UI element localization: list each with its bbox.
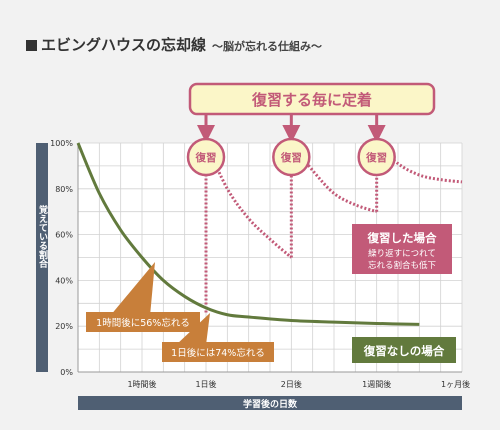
one-day-callout-text: 1日後には74%忘れる [171, 347, 265, 359]
page-title: エビングハウスの忘却線 〜脳が忘れる仕組み〜 [26, 34, 322, 55]
y-axis-label: 覚えている割合 [37, 204, 48, 269]
y-tick-label: 60% [55, 231, 73, 240]
callout-title: 復習する毎に定着 [251, 91, 372, 109]
y-tick-label: 20% [55, 322, 73, 331]
x-axis-bar [78, 396, 462, 410]
one-hour-callout-pointer [110, 262, 155, 316]
review-annotation: 復習した場合 繰り返すにつれて 忘れる割合も低下 [352, 224, 452, 274]
no-review-curve [76, 142, 420, 326]
x-tick-label: 1日後 [195, 379, 216, 389]
review-annotation-title: 復習した場合 [367, 231, 437, 245]
no-review-annotation-box [352, 337, 456, 363]
review-marker-label: 復習 [195, 151, 217, 164]
y-tick-label: 100% [50, 139, 73, 148]
y-tick-label: 40% [55, 276, 73, 285]
review-marker-label: 復習 [365, 151, 387, 164]
no-review-annotation-text: 復習なしの場合 [363, 344, 445, 358]
review-marker [357, 137, 396, 177]
y-tick-label: 0% [60, 368, 73, 377]
one-day-callout: 1日後には74%忘れる [162, 313, 274, 362]
x-axis-label: 学習後の日数 [243, 398, 298, 410]
x-tick-label: 1週間後 [362, 379, 391, 389]
title-square-icon [26, 40, 37, 51]
one-hour-callout-text: 1時間後に56%忘れる [96, 317, 190, 329]
x-tick-label: 2日後 [281, 379, 302, 389]
review-decay-curve [290, 142, 378, 214]
review-marker [186, 137, 226, 177]
review-annotation-line2: 忘れる割合も低下 [368, 260, 437, 271]
callout-box [188, 82, 436, 116]
review-marker [272, 137, 311, 177]
y-axis-bar [36, 143, 48, 372]
review-annotation-box [352, 224, 452, 274]
x-tick-label: 1ヶ月後 [441, 379, 470, 389]
one-day-callout-pointer [176, 313, 210, 345]
one-hour-callout-box [86, 312, 200, 332]
subtitle: 〜脳が忘れる仕組み〜 [212, 40, 323, 53]
x-tick-label: 1時間後 [127, 379, 156, 389]
one-hour-callout: 1時間後に56%忘れる [86, 262, 200, 332]
one-day-callout-box [162, 342, 274, 362]
y-tick-label: 80% [55, 185, 73, 194]
title-text: エビングハウスの忘却線 [41, 36, 207, 54]
review-annotation-line1: 繰り返すにつれて [368, 248, 436, 259]
no-review-annotation: 復習なしの場合 [352, 337, 456, 363]
review-marker-label: 復習 [280, 151, 302, 164]
